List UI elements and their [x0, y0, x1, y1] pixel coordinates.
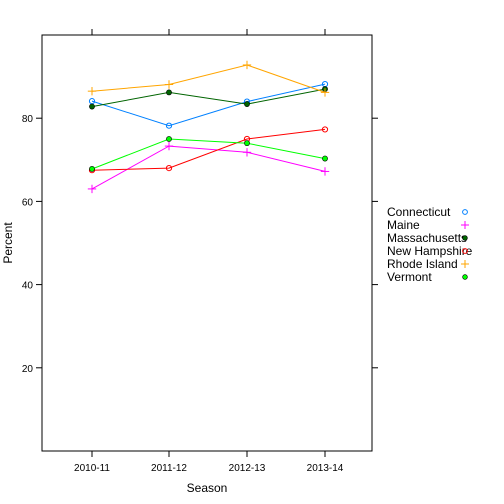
legend-label: Vermont — [387, 270, 432, 284]
data-point — [321, 126, 329, 133]
series-new-hampshire — [88, 126, 329, 174]
y-axis-title: Percent — [1, 222, 15, 264]
data-point — [244, 101, 250, 107]
series-line — [91, 83, 326, 127]
data-point — [164, 141, 174, 151]
plot-frame — [41, 34, 373, 452]
series-vermont — [89, 136, 328, 172]
data-point — [89, 103, 95, 110]
legend-label: Maine — [387, 218, 420, 232]
x-tick-label: 2013-14 — [307, 463, 344, 474]
data-point — [166, 136, 172, 142]
axes: 2010-11 2011-12 2012-13 2013-14 20 40 60 80 — [22, 29, 378, 474]
series-line — [91, 145, 326, 190]
data-point — [165, 122, 173, 129]
series-line — [91, 138, 326, 170]
data-point — [87, 184, 97, 194]
series-rhode-island — [87, 60, 330, 97]
x-tick-label: 2012-13 — [229, 463, 266, 474]
series-line — [91, 128, 326, 171]
data-point — [462, 248, 468, 254]
legend-item: Vermont — [387, 270, 468, 284]
x-axis-title: Season — [187, 481, 228, 495]
legend-label: Connecticut — [387, 205, 451, 219]
data-point — [462, 235, 468, 241]
y-tick-label: 40 — [22, 281, 34, 292]
data-point — [89, 166, 95, 172]
series-line — [91, 88, 326, 108]
data-point — [461, 221, 469, 229]
y-tick-label: 20 — [22, 364, 34, 375]
series-massachusetts — [89, 86, 328, 110]
data-point — [461, 260, 469, 268]
data-point — [165, 165, 173, 172]
y-tick-label: 60 — [22, 197, 34, 208]
data-point — [242, 148, 252, 157]
x-tick-label: 2010-11 — [74, 463, 110, 474]
data-point — [322, 155, 328, 162]
legend-item: Connecticut — [387, 205, 468, 219]
legend-item: Maine — [387, 218, 469, 232]
data-point — [87, 86, 97, 96]
data-point — [164, 80, 174, 89]
legend-item: Rhode Island — [387, 257, 469, 271]
series-connecticut — [88, 80, 329, 129]
x-tick-label: 2011-12 — [151, 463, 187, 474]
legend-item: Massachusetts — [387, 231, 468, 245]
series-maine — [87, 141, 330, 194]
data-point — [320, 88, 330, 97]
legend-item: New Hampshire — [387, 244, 473, 258]
legend-label: New Hampshire — [387, 244, 473, 258]
legend-label: Massachusetts — [387, 231, 467, 245]
data-point — [320, 167, 330, 176]
data-point — [166, 89, 172, 96]
legend-label: Rhode Island — [387, 257, 458, 271]
series-lines — [87, 60, 330, 194]
data-point — [462, 274, 468, 280]
data-point — [242, 60, 252, 70]
data-point — [244, 140, 250, 147]
y-tick-label: 80 — [22, 114, 34, 125]
series-line — [91, 64, 326, 93]
data-point — [462, 209, 468, 215]
